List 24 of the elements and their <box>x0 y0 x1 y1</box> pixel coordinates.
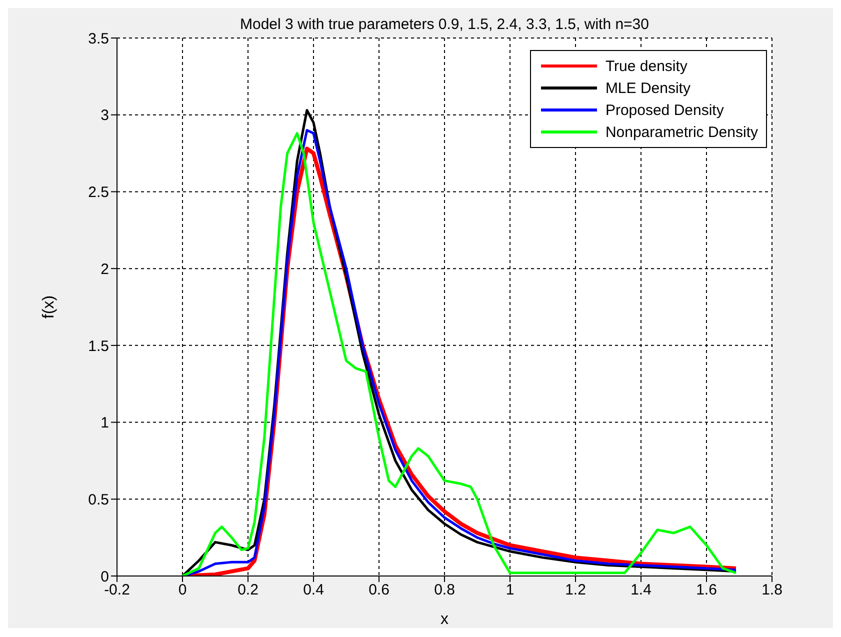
x-tick-label: 0.2 <box>238 582 258 599</box>
x-tick-label: 0.6 <box>368 582 390 599</box>
x-tick-label: 0.8 <box>434 582 455 599</box>
x-tick-label: 1.4 <box>630 582 652 599</box>
y-tick-label: 0.5 <box>88 491 109 508</box>
chart-title: Model 3 with true parameters 0.9, 1.5, 2.4, 3.3, 1.5, with n=30 <box>239 16 650 33</box>
y-axis-title: f(x) <box>40 295 58 319</box>
legend-label: MLE Density <box>605 80 690 96</box>
x-tick-label: 1.6 <box>696 582 717 599</box>
x-tick-label: 0.4 <box>303 582 324 599</box>
y-tick-label: 1.5 <box>88 338 109 355</box>
x-axis-title: x <box>440 611 448 628</box>
y-tick-label: 2.5 <box>88 184 109 202</box>
legend-label: True density <box>605 58 688 74</box>
legend-label: Nonparametric Density <box>605 124 758 140</box>
x-tick-label: 1 <box>506 582 514 599</box>
y-tick-label: 1 <box>100 414 109 432</box>
x-tick-label: 0 <box>178 582 187 599</box>
y-tick-label: 2 <box>100 260 109 278</box>
legend-label: Proposed Density <box>605 102 724 118</box>
x-tick-label: 1.2 <box>565 582 586 599</box>
y-tick-label: 3.5 <box>88 30 109 48</box>
x-tick-label: 1.8 <box>762 582 782 599</box>
y-tick-label: 3 <box>100 107 109 124</box>
